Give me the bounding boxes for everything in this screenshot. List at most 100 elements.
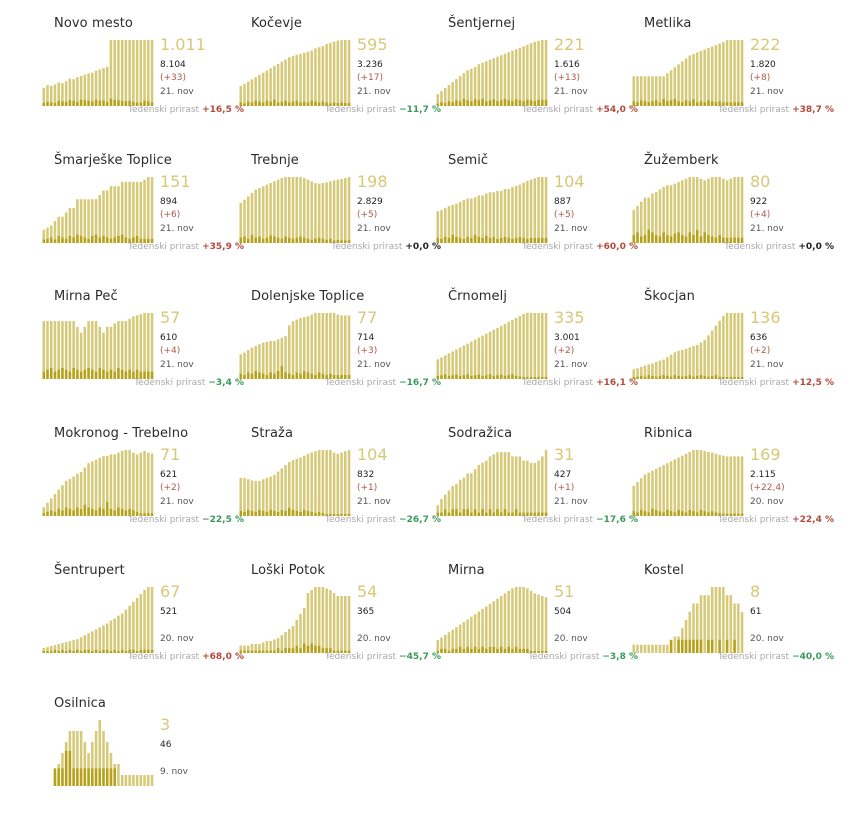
municipality-card: Sodražica 31 427 (+1) 21. nov Tedenski priras… — [436, 426, 638, 554]
municipality-card: Osilnica 3 46 9. nov — [46, 696, 242, 824]
new-cases-bar — [64, 507, 68, 516]
new-cases-bar — [529, 100, 533, 106]
total-bar — [526, 460, 529, 516]
new-cases-bar — [139, 102, 143, 106]
new-cases-bar — [265, 237, 269, 243]
total-bar — [462, 199, 466, 243]
total-bar — [325, 43, 328, 106]
sparkline-bar-chart — [239, 313, 351, 380]
total-bar — [280, 635, 284, 653]
total-bar — [132, 601, 135, 653]
municipality-title: Dolenjske Toplice — [251, 289, 365, 304]
new-cases-bar — [458, 512, 462, 516]
new-cases-bar — [332, 650, 336, 653]
new-cases-bar — [325, 513, 328, 516]
total-bar — [695, 450, 699, 516]
total-bar — [321, 313, 325, 379]
total-bar — [239, 203, 243, 243]
new-cases-bar — [124, 237, 128, 243]
new-cases-bar — [477, 374, 481, 379]
total-bar — [699, 342, 703, 379]
total-bar — [485, 606, 488, 653]
new-cases-bar — [507, 512, 510, 516]
total-bar — [522, 460, 525, 516]
new-cases-bar — [83, 100, 87, 106]
total-bar — [344, 596, 347, 653]
total-bar — [265, 184, 269, 243]
total-bar — [109, 454, 113, 516]
new-cases-bar — [273, 373, 276, 379]
total-bar — [124, 181, 128, 243]
total-bar — [710, 452, 714, 516]
new-cases-bar — [243, 511, 246, 516]
new-cases-bar — [684, 512, 688, 516]
new-cases-bar — [511, 512, 514, 516]
total-bar — [466, 619, 469, 653]
total-bar — [139, 452, 143, 516]
total-bar — [485, 460, 488, 516]
total-bar — [76, 639, 79, 653]
total-bar — [725, 456, 729, 516]
municipality-title: Loški Potok — [251, 563, 326, 578]
total-bar — [150, 177, 154, 243]
new-cases-bar — [94, 649, 98, 653]
total-bar — [455, 203, 458, 243]
new-cases-bar — [436, 650, 440, 653]
new-cases-bar — [529, 377, 533, 379]
total-bar — [436, 640, 440, 653]
new-cases-bar — [677, 639, 680, 653]
total-bar — [481, 335, 484, 379]
total-bar — [522, 313, 525, 379]
total-bar — [288, 629, 291, 653]
new-cases-bar — [477, 100, 481, 106]
total-bar — [49, 321, 53, 379]
new-cases-bar — [725, 102, 729, 106]
new-cases-bar — [325, 239, 328, 243]
new-cases-bar — [733, 639, 736, 653]
total-bar — [347, 177, 351, 243]
total-bar — [314, 451, 317, 516]
new-cases-bar — [443, 648, 447, 653]
new-cases-bar — [695, 102, 699, 106]
new-cases-bar — [647, 375, 650, 379]
new-cases-bar — [699, 639, 703, 653]
new-cases-bar — [76, 649, 79, 653]
total-cases-value: 2.829 — [357, 197, 383, 207]
total-bar — [733, 40, 736, 106]
new-cases-bar — [466, 646, 469, 653]
total-bar — [688, 451, 692, 516]
new-cases-bar — [57, 651, 60, 653]
new-cases-bar — [284, 372, 287, 379]
municipality-title: Straža — [251, 426, 294, 441]
new-cases-bar — [258, 101, 261, 106]
total-bar — [61, 216, 64, 243]
total-bar — [458, 76, 462, 106]
date-label: 21. nov — [750, 360, 784, 370]
total-bar — [511, 50, 514, 106]
total-bar — [295, 620, 299, 653]
weekly-growth: Tedenski prirast −17,6 % — [522, 514, 638, 526]
total-bar — [692, 346, 695, 379]
new-cases-bar — [261, 650, 265, 653]
total-bar — [662, 644, 665, 653]
active-cases-value: 151 — [160, 172, 191, 191]
total-bar — [317, 47, 321, 106]
new-cases-bar — [317, 645, 321, 653]
total-bar — [310, 314, 313, 379]
total-bar — [718, 43, 721, 106]
total-bar — [662, 186, 665, 243]
new-cases-bar — [477, 512, 481, 516]
new-cases-bar — [485, 648, 488, 653]
total-bar — [98, 720, 102, 786]
weekly-growth-value: +0,0 % — [798, 242, 834, 252]
total-cases-value: 610 — [160, 333, 178, 343]
total-bar — [42, 87, 46, 106]
total-bar — [280, 337, 284, 379]
total-bar — [492, 329, 496, 379]
total-bar — [314, 183, 317, 243]
total-bar — [440, 357, 443, 379]
new-cases-bar — [518, 100, 522, 106]
new-cases-bar — [250, 510, 254, 516]
total-bar — [124, 609, 128, 653]
new-cases-bar — [737, 237, 740, 243]
